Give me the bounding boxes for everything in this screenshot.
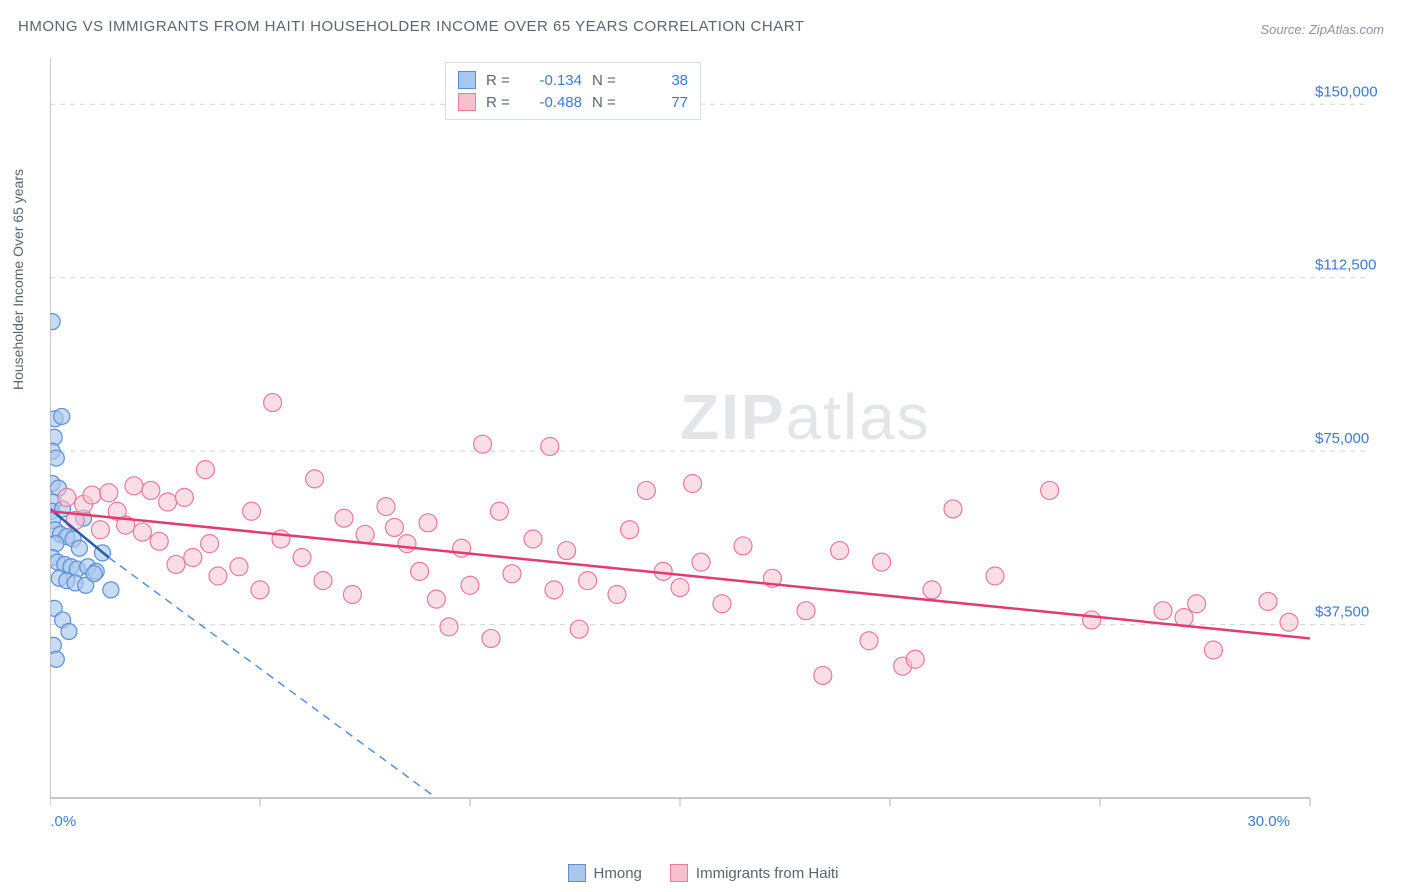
- n-value-hmong: 38: [630, 72, 688, 89]
- legend-label-hmong: Hmong: [594, 865, 642, 882]
- stats-row-haiti: R = -0.488 N = 77: [458, 91, 688, 113]
- r-value-haiti: -0.488: [524, 94, 582, 111]
- n-value-haiti: 77: [630, 94, 688, 111]
- bottom-legend: Hmong Immigrants from Haiti: [0, 864, 1406, 882]
- svg-text:$112,500: $112,500: [1315, 257, 1376, 274]
- source-attribution: Source: ZipAtlas.com: [1260, 22, 1384, 37]
- legend-item-haiti: Immigrants from Haiti: [670, 864, 839, 882]
- scatter-plot-svg: $37,500 $75,000 $112,500 $150,000 0.0% 30.0%: [50, 58, 1380, 838]
- r-label: R =: [486, 72, 514, 89]
- swatch-haiti: [458, 93, 476, 111]
- r-value-hmong: -0.134: [524, 72, 582, 89]
- y-axis-title: Householder Income Over 65 years: [10, 169, 26, 390]
- svg-text:$150,000: $150,000: [1315, 83, 1378, 100]
- svg-text:$75,000: $75,000: [1315, 430, 1369, 447]
- n-label: N =: [592, 94, 620, 111]
- legend-swatch-haiti: [670, 864, 688, 882]
- svg-text:30.0%: 30.0%: [1247, 813, 1290, 830]
- stats-legend-box: R = -0.134 N = 38 R = -0.488 N = 77: [445, 62, 701, 120]
- chart-title: HMONG VS IMMIGRANTS FROM HAITI HOUSEHOLD…: [18, 18, 804, 35]
- stats-row-hmong: R = -0.134 N = 38: [458, 69, 688, 91]
- legend-item-hmong: Hmong: [568, 864, 642, 882]
- n-label: N =: [592, 72, 620, 89]
- swatch-hmong: [458, 71, 476, 89]
- svg-text:0.0%: 0.0%: [50, 813, 76, 830]
- legend-label-haiti: Immigrants from Haiti: [696, 865, 839, 882]
- svg-text:$37,500: $37,500: [1315, 604, 1369, 621]
- legend-swatch-hmong: [568, 864, 586, 882]
- r-label: R =: [486, 94, 514, 111]
- chart-area: $37,500 $75,000 $112,500 $150,000 0.0% 30.0%: [50, 58, 1380, 838]
